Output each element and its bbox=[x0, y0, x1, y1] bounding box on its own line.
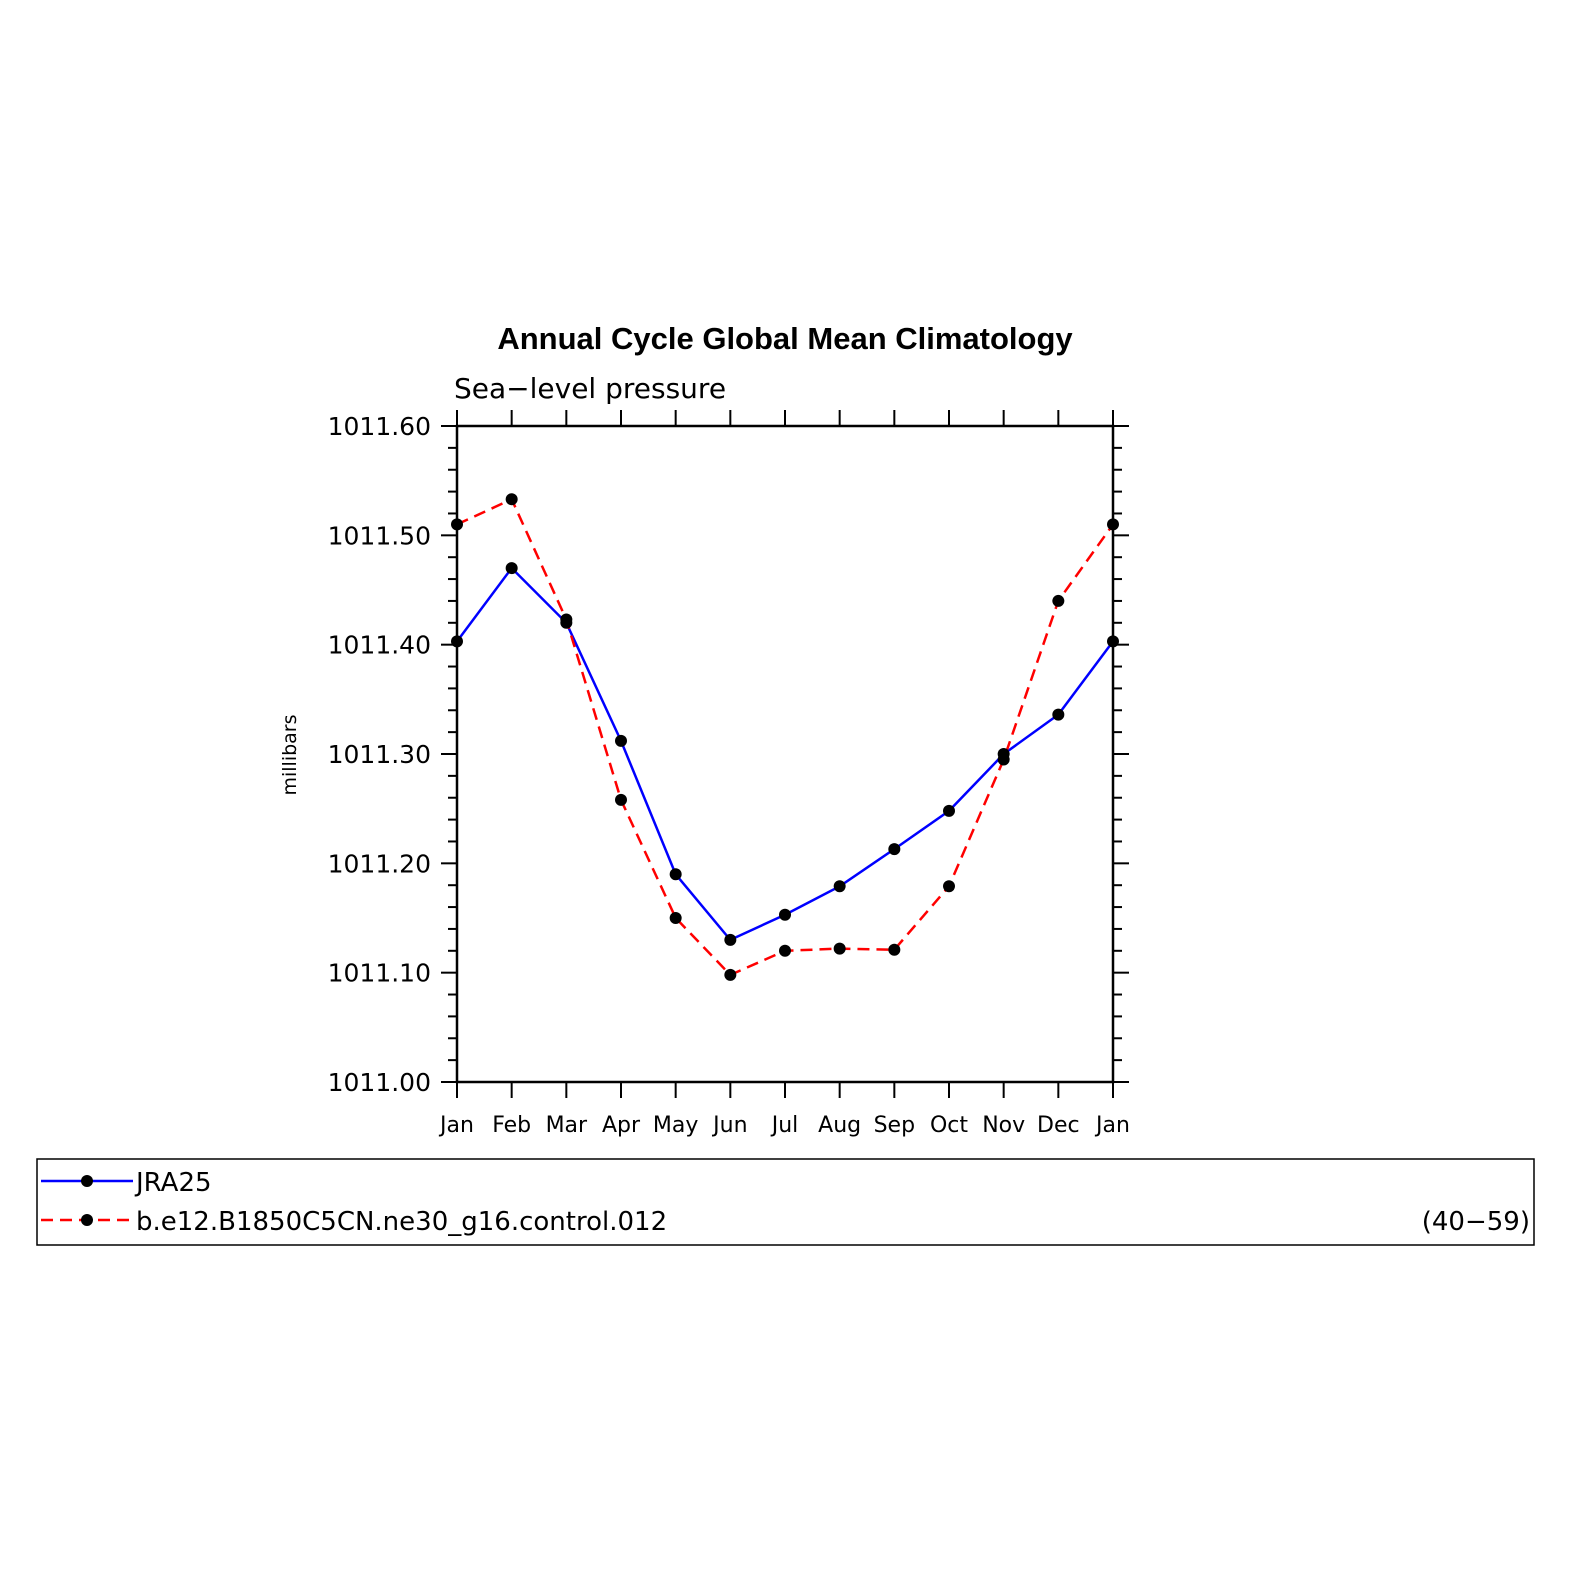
x-tick-label: May bbox=[653, 1113, 698, 1138]
x-tick-label: Dec bbox=[1037, 1113, 1080, 1138]
y-tick-label: 1011.50 bbox=[328, 521, 431, 550]
legend-label-control: b.e12.B1850C5CN.ne30_g16.control.012 bbox=[136, 1207, 667, 1237]
data-point-series-1 bbox=[833, 942, 846, 955]
x-tick-label: Aug bbox=[818, 1113, 861, 1138]
series-layer bbox=[451, 493, 1119, 981]
chart-title: Annual Cycle Global Mean Climatology bbox=[497, 321, 1073, 356]
data-point-series-1 bbox=[669, 912, 682, 924]
data-point-series-0 bbox=[505, 562, 518, 575]
plot-axes: 1011.00 1011.10 1011.20 1011.30 1011.40 1011.… bbox=[328, 410, 1130, 1138]
data-point-series-0 bbox=[779, 908, 791, 921]
data-point-series-1 bbox=[1107, 518, 1119, 531]
y-tick-label: 1011.30 bbox=[328, 740, 431, 769]
data-point-series-0 bbox=[943, 804, 955, 817]
x-tick-label: Oct bbox=[930, 1113, 968, 1138]
legend: JRA25 b.e12.B1850C5CN.ne30_g16.control.0… bbox=[36, 1158, 1535, 1246]
x-tick-label: Nov bbox=[982, 1113, 1025, 1138]
y-tick-label: 1011.40 bbox=[328, 631, 431, 660]
data-point-series-1 bbox=[560, 613, 573, 626]
x-tick-label: Jan bbox=[1094, 1113, 1130, 1138]
data-point-series-0 bbox=[1107, 635, 1119, 648]
y-tick-label: 1011.10 bbox=[328, 959, 431, 988]
data-point-series-0 bbox=[1052, 708, 1065, 721]
series-line-0 bbox=[455, 566, 1115, 942]
x-tick-label: Jan bbox=[438, 1113, 474, 1138]
x-tick-label: Sep bbox=[874, 1113, 915, 1138]
plot-frame bbox=[455, 424, 1115, 1084]
data-point-series-1 bbox=[997, 753, 1010, 766]
data-point-series-0 bbox=[451, 635, 463, 648]
x-tick-label: Feb bbox=[492, 1113, 531, 1138]
legend-marker-control bbox=[81, 1214, 93, 1226]
x-tick-label: Mar bbox=[546, 1113, 588, 1138]
series-line-1 bbox=[456, 497, 1115, 977]
data-point-series-0 bbox=[615, 734, 627, 747]
data-point-series-1 bbox=[888, 943, 901, 956]
legend-marker-jra25 bbox=[81, 1175, 93, 1187]
data-point-series-1 bbox=[943, 880, 955, 893]
x-tick-label: Apr bbox=[602, 1113, 641, 1138]
x-tick-label: Jun bbox=[711, 1113, 747, 1138]
legend-label-jra25: JRA25 bbox=[134, 1168, 212, 1198]
data-point-series-0 bbox=[888, 843, 901, 856]
data-point-series-1 bbox=[1052, 594, 1065, 607]
data-point-series-0 bbox=[833, 880, 846, 893]
chart-subtitle: Sea−level pressure bbox=[454, 372, 726, 405]
y-axis-label: millibars bbox=[279, 714, 301, 795]
x-tick-label: Jul bbox=[770, 1113, 799, 1138]
data-point-series-1 bbox=[451, 518, 463, 531]
data-point-series-1 bbox=[779, 944, 791, 957]
y-tick-label: 1011.20 bbox=[328, 849, 431, 878]
data-point-series-1 bbox=[505, 493, 518, 506]
y-tick-label: 1011.60 bbox=[328, 412, 431, 441]
data-point-series-0 bbox=[669, 868, 682, 881]
data-point-series-1 bbox=[724, 968, 737, 981]
data-point-series-0 bbox=[724, 933, 737, 946]
legend-box bbox=[36, 1158, 1535, 1246]
data-point-series-1 bbox=[615, 793, 627, 806]
y-tick-label: 1011.00 bbox=[328, 1068, 431, 1097]
legend-years: (40−59) bbox=[1422, 1207, 1530, 1237]
